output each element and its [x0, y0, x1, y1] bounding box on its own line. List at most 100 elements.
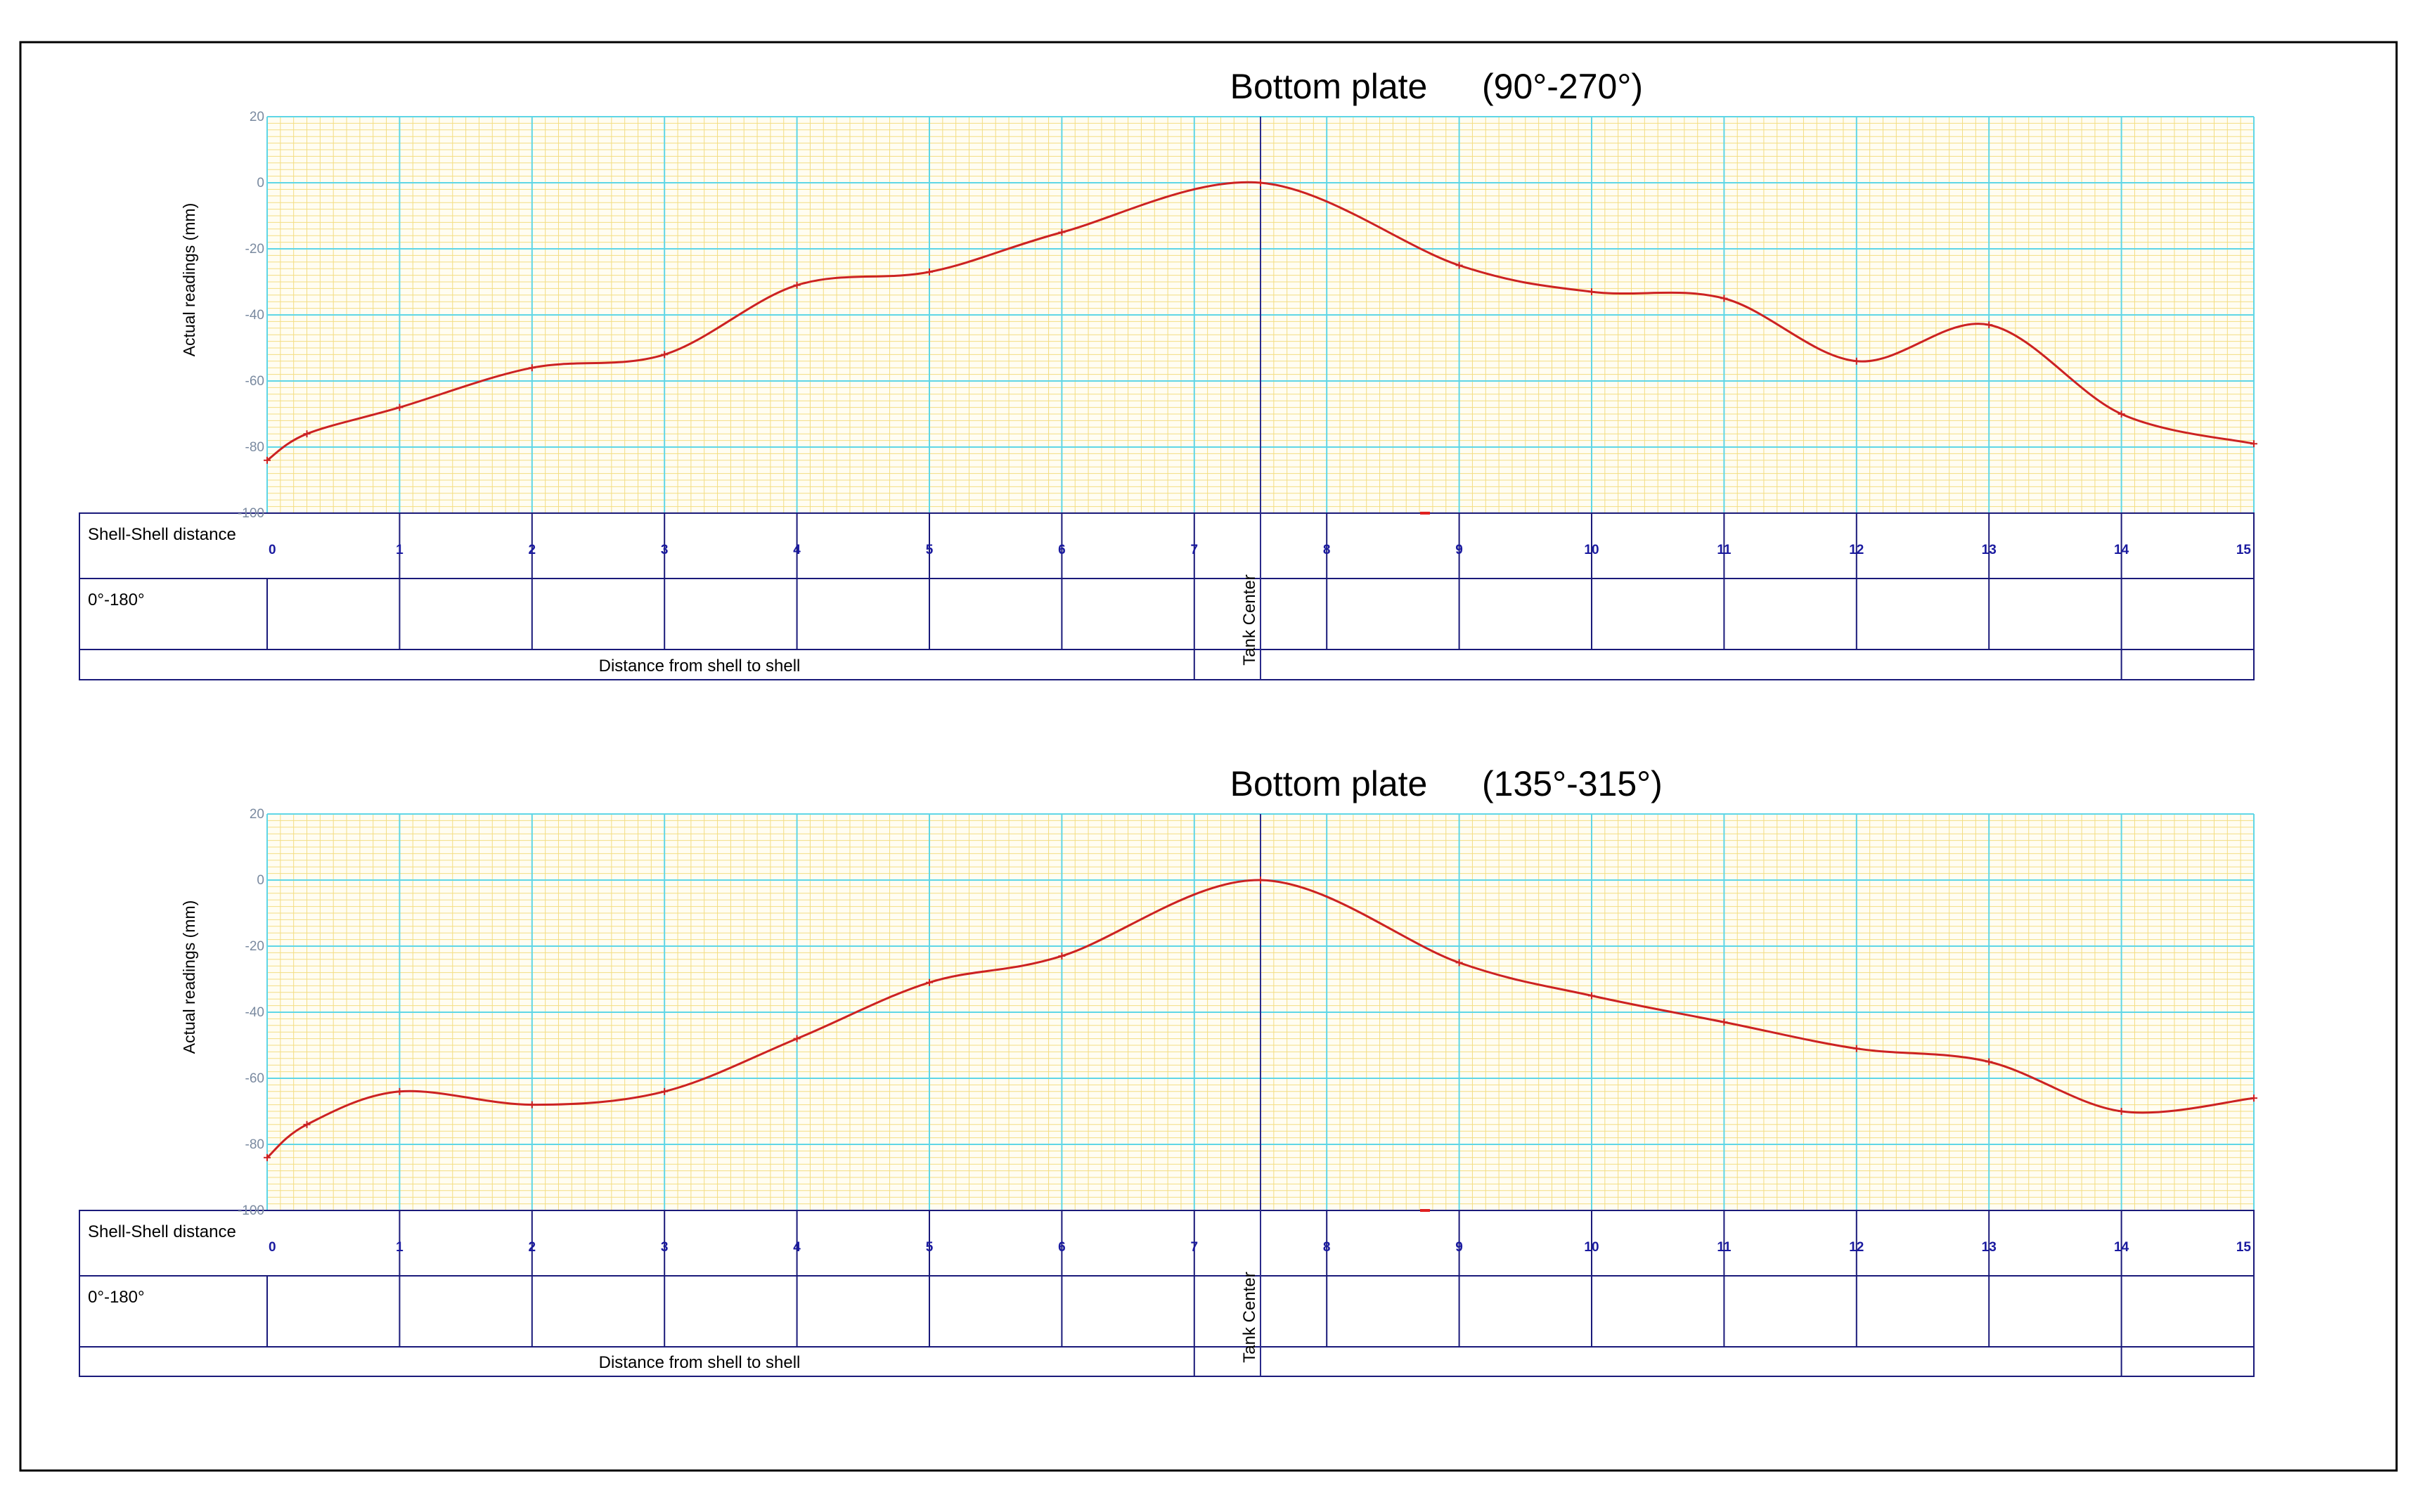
x-tick-label: 11 [1717, 543, 1732, 557]
x-tick-label: 14 [2114, 543, 2129, 557]
data-point [2250, 440, 2257, 448]
y-tick-label: 20 [250, 110, 264, 124]
row-label-shell-distance: Shell-Shell distance [88, 525, 236, 544]
x-tick-label: 8 [1323, 1240, 1331, 1255]
x-tick-label: 12 [1849, 1240, 1864, 1255]
row-label-angle: 0°-180° [88, 590, 145, 609]
x-tick-label: 1 [396, 543, 404, 557]
y-axis-label: Actual readings (mm) [180, 203, 198, 357]
x-tick-label: 14 [2114, 1240, 2129, 1255]
data-point [2117, 1108, 2125, 1115]
data-point [1257, 179, 1264, 186]
x-tick-label: 2 [529, 543, 536, 557]
x-tick-label: 7 [1191, 1240, 1199, 1255]
chart-title: Bottom plate [1230, 67, 1428, 106]
y-tick-label: -20 [245, 939, 264, 954]
x-tick-label: 9 [1455, 543, 1463, 557]
data-point [1058, 952, 1066, 960]
x-tick-label: 4 [793, 543, 801, 557]
x-tick-label: 15 [2236, 1240, 2252, 1255]
data-point [303, 1120, 311, 1128]
x-tick-label: 15 [2236, 543, 2252, 557]
tank-center-label: Tank Center [1240, 1272, 1259, 1362]
x-tick-label: 5 [926, 543, 934, 557]
data-point [303, 430, 311, 438]
x-tick-label: 4 [793, 1240, 801, 1255]
data-point [1588, 288, 1595, 296]
y-tick-label: -100 [238, 1203, 264, 1218]
x-tick-label: 2 [529, 1240, 536, 1255]
data-point [1455, 261, 1463, 269]
data-point [1852, 1045, 1860, 1052]
x-tick-label: 9 [1455, 1240, 1463, 1255]
x-tick-label: 10 [1584, 1240, 1599, 1255]
y-tick-label: -80 [245, 440, 264, 455]
distance-table [79, 1210, 2255, 1377]
data-point [264, 456, 271, 464]
y-tick-label: -60 [245, 374, 264, 389]
data-point [1720, 1019, 1728, 1026]
data-point [528, 1101, 536, 1109]
data-point [926, 978, 933, 986]
data-point [1588, 992, 1595, 1000]
data-point [661, 1087, 669, 1095]
x-tick-label: 10 [1584, 543, 1599, 557]
x-tick-label: 3 [661, 543, 669, 557]
y-tick-label: -40 [245, 308, 264, 323]
data-point [528, 364, 536, 372]
tank-center-label: Tank Center [1240, 574, 1259, 665]
data-point [1058, 228, 1066, 236]
data-point [264, 1154, 271, 1161]
x-axis-label: Distance from shell to shell [599, 1353, 801, 1372]
y-tick-label: -100 [238, 506, 264, 521]
x-tick-label: 7 [1191, 543, 1199, 557]
data-point [396, 1087, 404, 1095]
y-tick-label: 20 [250, 807, 264, 822]
x-tick-label: 5 [926, 1240, 934, 1255]
x-tick-label: 8 [1323, 543, 1331, 557]
data-point [1985, 1058, 1993, 1066]
x-tick-label: 3 [661, 1240, 669, 1255]
y-tick-label: -80 [245, 1137, 264, 1152]
data-point [661, 351, 669, 358]
data-point [1720, 295, 1728, 302]
data-point [2250, 1094, 2257, 1102]
y-tick-label: -60 [245, 1071, 264, 1086]
row-label-angle: 0°-180° [88, 1288, 145, 1307]
x-tick-label: 13 [1982, 543, 1997, 557]
data-point [1852, 357, 1860, 365]
data-point [793, 281, 801, 289]
data-point [793, 1035, 801, 1042]
table-border [79, 1210, 2255, 1377]
data-point [2117, 411, 2125, 418]
chart-subtitle: (90°-270°) [1482, 67, 1643, 106]
data-point [1455, 959, 1463, 967]
data-point [1985, 321, 1993, 329]
table-border [79, 512, 2255, 680]
distance-table [79, 512, 2255, 680]
x-tick-label: 12 [1849, 543, 1864, 557]
chart-subtitle: (135°-315°) [1482, 764, 1663, 803]
x-tick-label: 11 [1717, 1240, 1732, 1255]
sheet-border [19, 41, 2398, 1472]
x-tick-label: 1 [396, 1240, 404, 1255]
data-point [1257, 877, 1264, 884]
x-tick-label: 13 [1982, 1240, 1997, 1255]
chart-title: Bottom plate [1230, 764, 1428, 803]
data-point [396, 403, 404, 411]
data-point [926, 268, 933, 276]
row-label-shell-distance: Shell-Shell distance [88, 1222, 236, 1241]
y-tick-label: 0 [257, 873, 264, 888]
y-tick-label: -40 [245, 1005, 264, 1020]
y-axis-label: Actual readings (mm) [180, 900, 198, 1054]
y-tick-label: -20 [245, 242, 264, 257]
x-axis-label: Distance from shell to shell [599, 657, 801, 676]
x-tick-label: 6 [1058, 543, 1066, 557]
x-tick-label: 0 [269, 1240, 276, 1255]
y-tick-label: 0 [257, 176, 264, 190]
x-tick-label: 6 [1058, 1240, 1066, 1255]
